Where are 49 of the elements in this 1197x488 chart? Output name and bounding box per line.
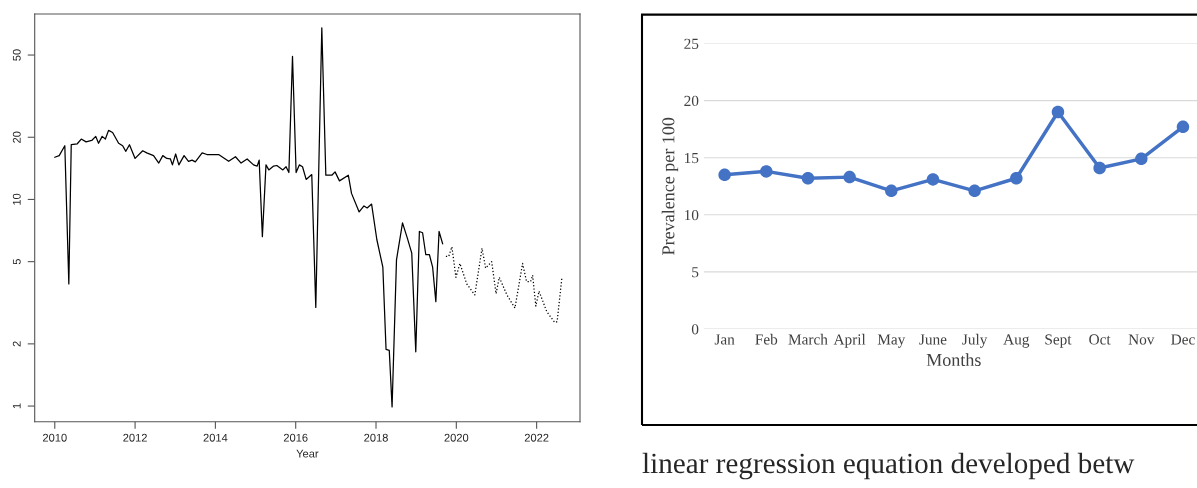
x-tick-label: Oct — [1089, 334, 1111, 345]
x-axis-title: Months — [926, 353, 981, 367]
y-tick-label: 25 — [684, 38, 699, 49]
line-series — [445, 246, 563, 324]
y-tick-label: 20 — [684, 95, 699, 107]
point — [1135, 152, 1148, 166]
x-tick-label: Nov — [1128, 334, 1155, 345]
x-tick-label: Sept — [1045, 334, 1072, 348]
x-tick-label: Dec — [1171, 334, 1195, 345]
y-tick-label: 10 — [12, 193, 21, 205]
x-tick-label: Jan — [714, 334, 735, 345]
y-tick-label: 1 — [12, 403, 21, 409]
point — [1010, 172, 1023, 185]
x-axis-title: Year — [296, 449, 319, 458]
x-tick-label: 2016 — [283, 433, 308, 442]
x-tick-label: 2010 — [42, 433, 67, 442]
x-tick-label: 2012 — [123, 433, 147, 442]
x-tick-label: July — [962, 333, 988, 348]
point — [968, 184, 981, 198]
y-tick-label: 10 — [685, 209, 699, 221]
x-tick-label: 2022 — [524, 433, 549, 442]
point — [801, 172, 815, 185]
point — [843, 170, 856, 184]
line-series — [54, 27, 444, 408]
x-tick-label: March — [788, 333, 828, 345]
x-tick-label: June — [919, 334, 947, 345]
point — [1051, 105, 1065, 119]
x-tick-label: Aug — [1003, 334, 1030, 348]
x-tick-label: Feb — [755, 333, 778, 345]
x-tick-label: 2018 — [364, 433, 388, 442]
y-tick-label: 5 — [12, 259, 21, 265]
point — [885, 184, 898, 198]
point — [1176, 120, 1190, 134]
x-tick-label: April — [833, 333, 866, 348]
y-tick-label: 15 — [685, 152, 699, 164]
x-tick-label: 2014 — [203, 433, 228, 442]
point — [1093, 161, 1106, 175]
y-tick-label: 2 — [12, 341, 21, 347]
y-tick-label: 20 — [12, 131, 21, 143]
y-tick-label: 50 — [12, 49, 21, 61]
point — [760, 165, 773, 178]
y-axis-title: Prevalence per 100 — [661, 117, 679, 255]
y-tick-label: 0 — [691, 324, 699, 335]
x-tick-label: May — [877, 334, 906, 348]
x-tick-label: 2020 — [444, 433, 469, 442]
text: linear regression equation developed betw — [642, 452, 1135, 480]
point — [926, 173, 940, 186]
y-tick-label: 5 — [692, 267, 699, 278]
point — [718, 168, 731, 182]
